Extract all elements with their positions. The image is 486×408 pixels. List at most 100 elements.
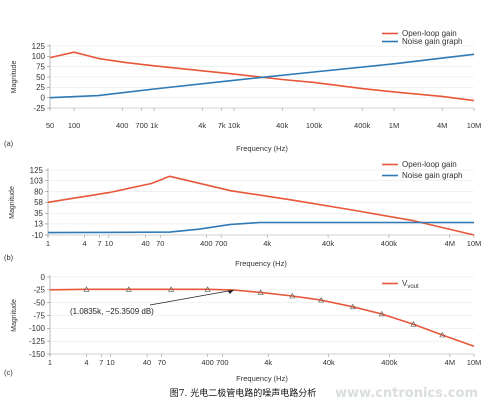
x-tick-label: 10 (105, 239, 113, 248)
legend-label: Noise gain graph (402, 171, 462, 180)
y-tick-label: 125 (32, 42, 46, 51)
data-marker (349, 303, 356, 310)
data-marker (83, 286, 90, 292)
data-marker (125, 286, 132, 292)
x-tick-label: 70 (156, 239, 164, 248)
x-tick-label: 400 (201, 358, 214, 367)
data-marker (378, 310, 385, 317)
x-tick-label: 400 (116, 121, 129, 130)
data-marker (289, 292, 296, 299)
y-axis-label: Magnitude (11, 61, 18, 94)
x-tick-label: 4k (263, 239, 271, 248)
panel-label: (b) (4, 253, 14, 262)
x-tick-label: 4k (198, 121, 206, 130)
x-tick-label: 40k (322, 239, 334, 248)
y-tick-label: -150 (29, 350, 46, 359)
y-tick-label: -50 (33, 298, 45, 307)
x-tick-label: 4k (264, 358, 272, 367)
x-tick-label: 10M (467, 121, 482, 130)
y-axis-label: Magnitude (9, 186, 16, 219)
y-tick-label: 0 (41, 273, 46, 282)
legend-label: Open-loop gain (402, 160, 457, 169)
series-line-open-loop-gain (49, 51, 475, 102)
x-tick-label: 100k (306, 121, 323, 130)
x-tick-label: 70 (158, 358, 166, 367)
x-tick-label: 1 (46, 239, 50, 248)
legend-label: Noise gain graph (402, 37, 462, 46)
x-axis-label: Frequency (Hz) (235, 259, 287, 268)
panel-label: (c) (4, 368, 13, 377)
y-tick-label: 100 (32, 52, 46, 61)
x-tick-label: 1 (48, 358, 52, 367)
x-tick-label: 400k (381, 358, 398, 367)
data-marker (439, 331, 446, 338)
series-line-v-vout (49, 288, 475, 348)
y-tick-label: -25 (33, 286, 45, 295)
x-tick-label: 700 (216, 358, 229, 367)
x-tick-label: 4 (84, 358, 88, 367)
x-tick-label: 40k (323, 358, 335, 367)
x-tick-label: 400k (381, 239, 398, 248)
y-tick-label: 0 (41, 93, 46, 102)
x-tick-label: 10M (467, 358, 482, 367)
panel-label: (a) (4, 139, 14, 148)
y-tick-label: 50 (36, 73, 45, 82)
x-tick-label: 40k (276, 121, 288, 130)
y-tick-label: 80 (34, 187, 43, 196)
x-axis-label: Frequency (Hz) (236, 374, 288, 383)
x-tick-label: 400k (354, 121, 371, 130)
x-tick-label: 10 (106, 358, 114, 367)
data-marker (410, 321, 417, 327)
x-tick-label: 4M (445, 358, 455, 367)
x-tick-label: 700 (215, 239, 228, 248)
x-tick-label: 7 (97, 239, 101, 248)
series-line-open-loop-gain (47, 175, 475, 236)
y-tick-label: -125 (29, 337, 46, 346)
y-tick-label: -25 (33, 104, 45, 113)
series-line-noise-gain-graph (49, 53, 475, 99)
y-tick-label: 13 (34, 220, 43, 229)
x-tick-label: 50 (46, 121, 54, 130)
y-tick-label: 25 (36, 83, 45, 92)
y-axis-label: Magnitude (11, 299, 18, 332)
data-marker (318, 296, 325, 303)
data-marker (204, 286, 211, 292)
series-line-noise-gain-graph (47, 221, 474, 234)
x-axis-label: Frequency (Hz) (236, 144, 288, 153)
x-tick-label: 700 (135, 121, 148, 130)
y-tick-label: 58 (34, 198, 43, 207)
x-tick-label: 7k (218, 121, 226, 130)
x-tick-label: 7 (99, 358, 103, 367)
legend-label: Open-loop gain (402, 29, 457, 38)
y-tick-label: -10 (31, 231, 43, 240)
x-tick-label: 40 (141, 239, 149, 248)
x-tick-label: 4M (445, 239, 455, 248)
x-tick-label: 40 (143, 358, 151, 367)
x-tick-label: 1M (389, 121, 399, 130)
x-tick-label: 4 (83, 239, 87, 248)
y-tick-label: 125 (30, 166, 44, 175)
y-tick-label: 103 (30, 176, 44, 185)
y-tick-label: -100 (29, 324, 46, 333)
data-marker (168, 286, 175, 292)
watermark: www.cntronics.com (335, 386, 478, 401)
x-tick-label: 10k (228, 121, 240, 130)
x-tick-label: 4M (437, 121, 447, 130)
y-tick-label: 35 (34, 209, 43, 218)
y-tick-label: 75 (36, 62, 45, 71)
x-tick-label: 400 (200, 239, 213, 248)
legend-label: Vvout (402, 279, 419, 290)
annotation-label: (1.0835k, −25.3509 dB) (70, 307, 154, 316)
y-tick-label: -75 (33, 311, 45, 320)
x-tick-label: 10M (467, 239, 482, 248)
annotation-arrowhead (227, 290, 234, 295)
x-tick-label: 1k (150, 121, 158, 130)
figure-caption: 图7. 光电二极管电路的噪声电路分析 (169, 389, 317, 399)
annotation-arrow (149, 289, 234, 306)
x-tick-label: 100 (68, 121, 81, 130)
data-marker (257, 289, 264, 295)
